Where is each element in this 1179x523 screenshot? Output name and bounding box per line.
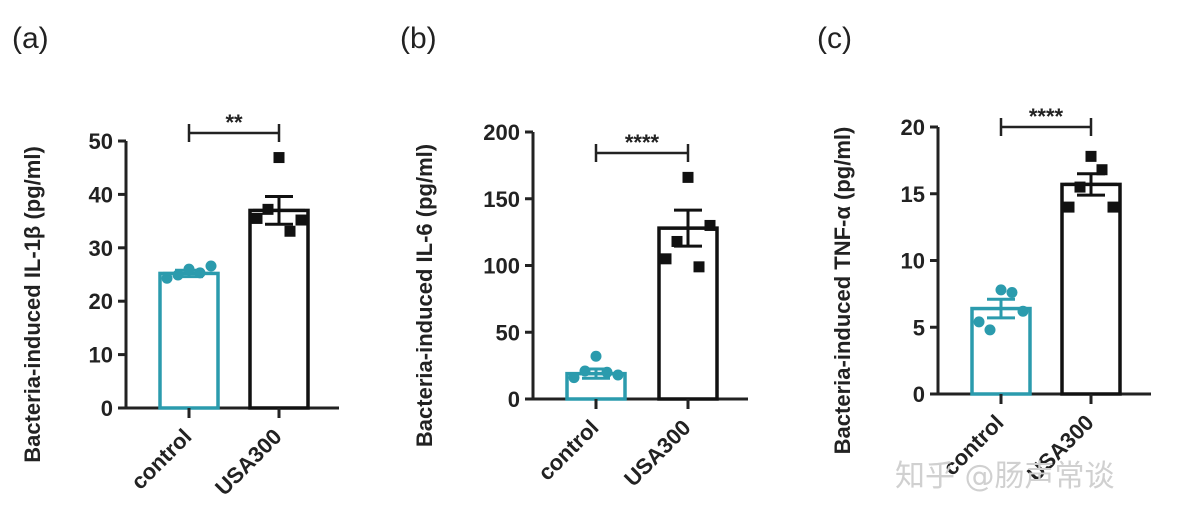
data-point [161,272,173,284]
category-label-control: control [533,415,603,485]
significance-label: **** [625,130,660,155]
y-tick-label: 20 [89,289,113,314]
significance-label: ** [225,110,243,135]
data-point [1063,201,1075,213]
bar-usa300 [248,208,310,410]
data-point [973,316,985,328]
data-point [693,261,705,273]
y-axis-label: Bacteria-induced IL-1β (pg/ml) [20,146,45,463]
y-tick-label: 0 [913,382,925,407]
data-point [251,212,263,224]
chart-panel-c: (c) Bacteria-induced TNF-α (pg/ml) 0 5 10 15 2… [817,22,1151,486]
data-point [172,269,184,281]
category-label-control: control [126,424,196,494]
panel-label: (a) [12,22,49,55]
y-tick-label: 0 [101,396,113,421]
chart-panel-a: (a) Bacteria-induced IL-1β (pg/ml) 0 10 20 30… [12,22,339,500]
data-point [995,284,1007,296]
data-point [284,225,296,237]
data-point [1017,305,1029,317]
data-point [590,350,602,362]
y-axis-label: Bacteria-induced IL-6 (pg/ml) [412,144,437,447]
y-tick-label: 20 [901,115,925,140]
watermark-text: 知乎 @肠声常谈 [895,459,1115,494]
data-point [273,152,285,164]
y-tick-label: 10 [89,343,113,368]
data-point [671,235,683,247]
data-point [1085,150,1097,162]
data-point [579,365,591,377]
y-tick-label: 150 [483,187,520,212]
y-tick-label: 30 [89,236,113,261]
data-point [262,203,274,215]
data-point [984,324,996,336]
y-tick-label: 50 [89,129,113,154]
y-tick-label: 5 [913,315,925,340]
y-tick-label: 100 [483,254,520,279]
y-tick-label: 15 [901,182,925,207]
data-point [183,263,195,275]
y-tick-label: 50 [496,320,520,345]
category-label-usa300: USA300 [619,415,695,491]
data-point [1074,181,1086,193]
data-point [1096,164,1108,176]
data-point [660,253,672,265]
y-tick-label: 10 [901,249,925,274]
chart-panel-b: (b) Bacteria-induced IL-6 (pg/ml) 0 50 100 15… [400,22,748,491]
data-point [704,219,716,231]
data-point [194,267,206,279]
significance-label: **** [1029,104,1064,129]
data-point [295,214,307,226]
panel-label: (b) [400,22,437,55]
bar-usa300 [1060,182,1122,396]
data-point [568,372,580,384]
y-tick-label: 0 [508,387,520,412]
data-point [1006,287,1018,299]
y-tick-label: 200 [483,120,520,145]
panel-label: (c) [817,22,852,55]
data-point [205,260,217,272]
bar-control [158,271,220,410]
y-tick-label: 40 [89,182,113,207]
data-point [601,366,613,378]
data-point [612,369,624,381]
data-point [682,171,694,183]
y-axis-label: Bacteria-induced TNF-α (pg/ml) [830,127,855,455]
data-point [1107,201,1119,213]
category-label-usa300: USA300 [210,424,286,500]
